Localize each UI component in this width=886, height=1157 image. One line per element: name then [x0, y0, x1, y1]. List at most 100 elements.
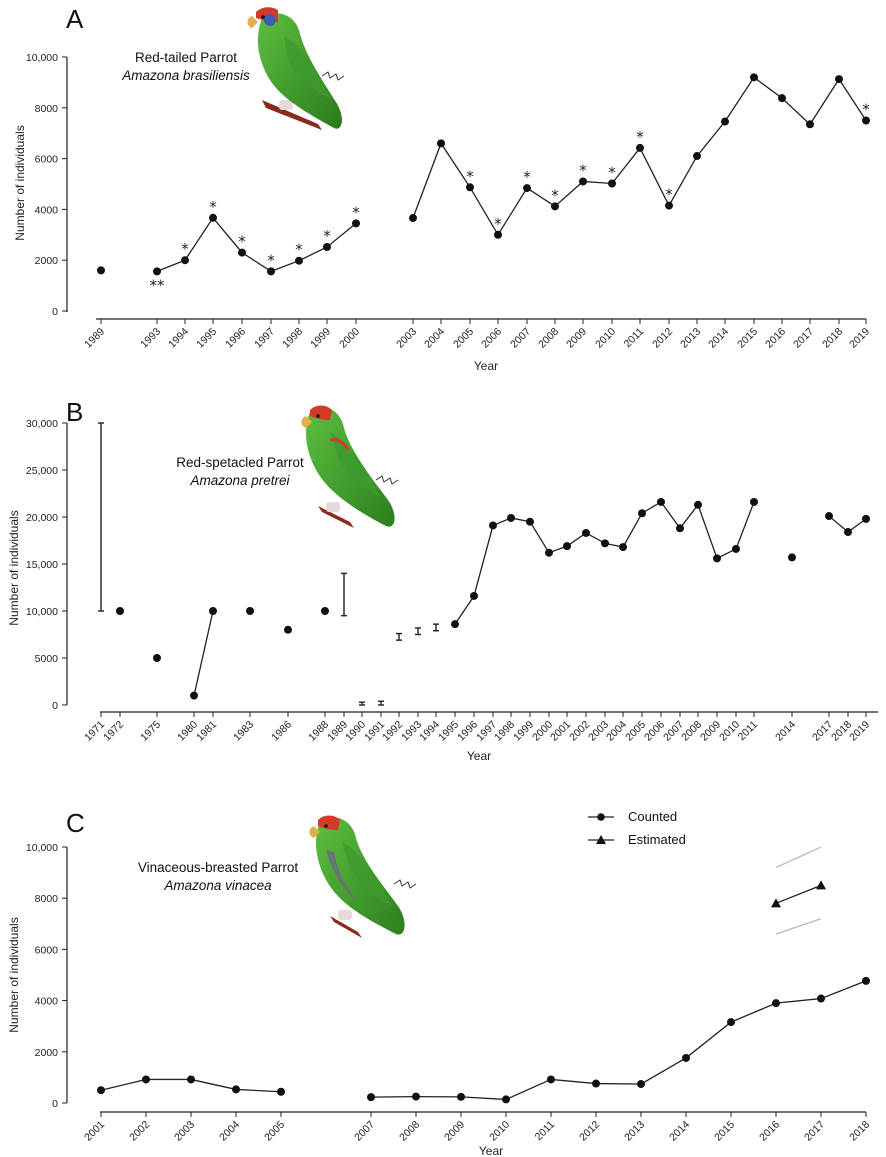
x-tick-label-a: 1994 — [166, 326, 191, 351]
y-tick-label-c: 10,000 — [26, 842, 58, 854]
data-point-a — [579, 177, 587, 186]
x-tick-label-b: 1995 — [436, 719, 461, 744]
data-point-b — [321, 607, 329, 615]
data-point-b — [862, 514, 870, 523]
species-common-name-c: Vinaceous-breasted Parrot — [138, 860, 299, 875]
x-tick-label-b: 2017 — [810, 719, 835, 744]
data-point-a — [750, 73, 758, 82]
x-tick-label-c: 2003 — [172, 1119, 197, 1144]
data-point-counted — [727, 1018, 735, 1027]
species-latin-name-b: Amazona pretrei — [189, 473, 290, 488]
data-point-counted — [232, 1085, 240, 1094]
data-point-b — [788, 553, 796, 562]
x-tick-label-a: 2004 — [422, 326, 447, 351]
data-point-counted — [862, 976, 870, 985]
x-tick-label-c: 2010 — [487, 1119, 512, 1144]
data-point-counted — [367, 1093, 375, 1102]
significance-marker-a: * — [181, 240, 189, 258]
data-point-b — [190, 691, 198, 700]
parrot-illustration — [247, 7, 345, 130]
y-axis-title-b: Number of individuals — [7, 510, 21, 625]
x-tick-label-c: 2016 — [757, 1119, 782, 1144]
data-point-b — [209, 607, 217, 615]
significance-marker-a: * — [466, 167, 474, 185]
x-tick-label-c: 2017 — [802, 1119, 827, 1144]
data-point-b — [657, 497, 665, 506]
x-tick-label-a: 2016 — [763, 326, 788, 351]
x-tick-label-a: 1996 — [223, 326, 248, 351]
x-tick-label-b: 1996 — [455, 719, 480, 744]
y-tick-label-a: 10,000 — [26, 52, 58, 64]
data-point-b — [676, 524, 684, 533]
data-point-counted — [457, 1092, 465, 1101]
data-point-b — [489, 521, 497, 530]
x-tick-label-b: 2001 — [548, 719, 573, 744]
x-tick-label-b: 2006 — [642, 719, 667, 744]
significance-marker-a: * — [579, 161, 587, 179]
x-tick-label-b: 1999 — [511, 719, 536, 744]
y-tick-label-a: 0 — [52, 306, 58, 318]
y-tick-label-a: 2000 — [35, 255, 59, 267]
data-point-counted — [277, 1087, 285, 1096]
y-tick-label-c: 4000 — [35, 996, 59, 1008]
data-point-counted — [547, 1075, 555, 1084]
x-tick-label-a: 1997 — [252, 326, 277, 351]
data-point-b — [619, 543, 627, 552]
data-point-a — [721, 117, 729, 126]
legend-estimated-marker — [596, 835, 606, 844]
x-tick-label-a: 1998 — [280, 326, 305, 351]
x-tick-label-a: 2003 — [394, 326, 419, 351]
significance-marker-a: * — [238, 233, 246, 251]
data-point-b — [526, 517, 534, 526]
data-point-a — [608, 179, 616, 188]
data-point-b — [563, 542, 571, 551]
y-tick-label-c: 6000 — [35, 944, 59, 956]
x-tick-label-a: 2005 — [451, 326, 476, 351]
x-tick-label-c: 2002 — [127, 1119, 152, 1144]
x-tick-label-a: 2017 — [791, 326, 816, 351]
y-tick-label-a: 8000 — [35, 103, 59, 115]
data-point-a — [636, 143, 644, 152]
data-point-a — [523, 184, 531, 193]
x-tick-label-b: 1975 — [138, 719, 163, 744]
data-point-b — [545, 548, 553, 557]
x-tick-label-c: 2011 — [533, 1119, 558, 1144]
x-tick-label-c: 2013 — [622, 1119, 647, 1144]
species-common-name-a: Red-tailed Parrot — [135, 50, 237, 65]
y-axis-title-a: Number of individuals — [13, 125, 27, 240]
x-tick-label-b: 2002 — [567, 719, 592, 744]
x-axis-title-a: Year — [474, 359, 498, 373]
data-point-a — [494, 230, 502, 239]
x-tick-label-a: 2014 — [706, 326, 731, 351]
x-tick-label-a: 2008 — [536, 326, 561, 351]
data-point-a — [181, 256, 189, 265]
y-tick-label-b: 20,000 — [26, 512, 58, 524]
data-point-a — [693, 152, 701, 161]
data-point-b — [750, 497, 758, 506]
species-latin-name-a: Amazona brasiliensis — [121, 68, 250, 83]
legend-counted-marker — [597, 813, 605, 821]
x-tick-label-a: 2009 — [564, 326, 589, 351]
y-tick-label-c: 2000 — [35, 1047, 59, 1059]
parrot-illustration — [309, 815, 417, 938]
x-tick-label-b: 1992 — [380, 719, 405, 744]
x-tick-label-b: 1988 — [306, 719, 331, 744]
significance-marker-a: * — [523, 168, 531, 186]
data-point-b — [153, 654, 161, 662]
significance-marker-a: * — [608, 163, 616, 181]
y-tick-label-b: 15,000 — [26, 559, 58, 571]
parrot-illustration — [301, 405, 399, 528]
data-point-a — [551, 202, 559, 211]
series-line-a — [156, 216, 357, 273]
data-point-a — [806, 120, 814, 129]
x-tick-label-b: 1983 — [231, 719, 256, 744]
y-tick-label-b: 10,000 — [26, 606, 58, 618]
x-tick-label-b: 1994 — [417, 719, 442, 744]
data-point-counted — [187, 1075, 195, 1084]
legend: Counted Estimated — [588, 809, 686, 847]
significance-marker-a: * — [665, 186, 673, 204]
data-point-counted — [817, 994, 825, 1003]
x-tick-label-a: 2019 — [847, 326, 872, 351]
x-tick-label-b: 1998 — [492, 719, 517, 744]
x-tick-label-c: 2014 — [667, 1119, 692, 1144]
